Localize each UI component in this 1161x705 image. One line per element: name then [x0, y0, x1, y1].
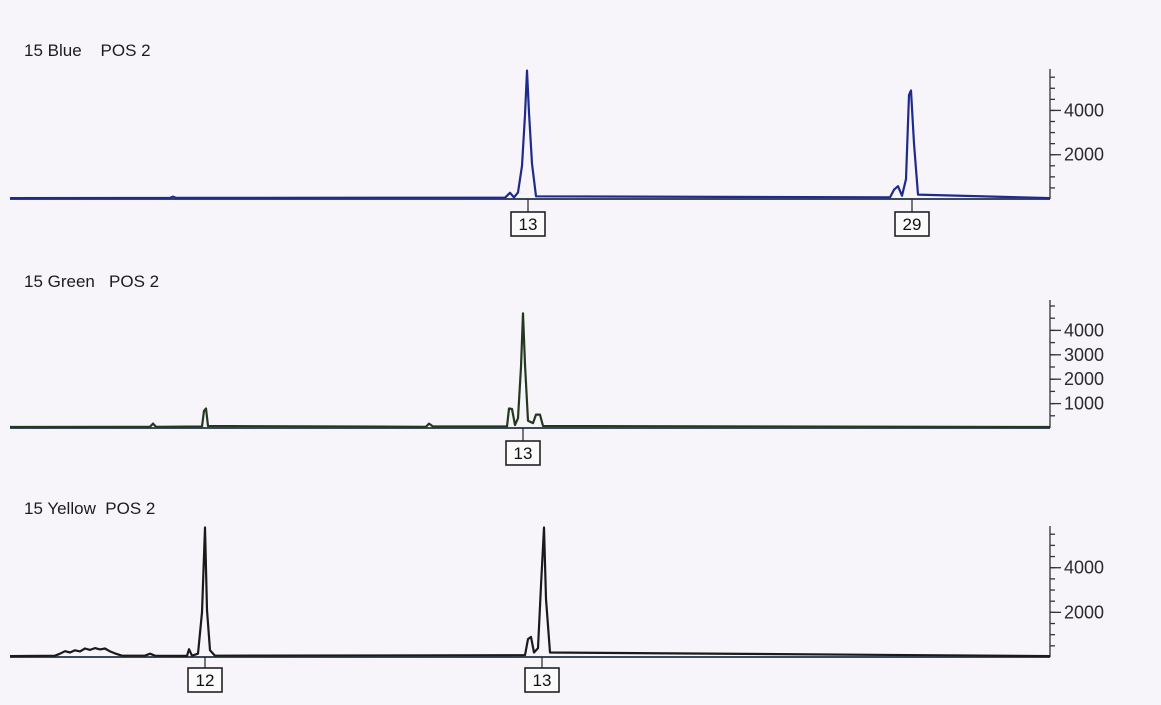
y-tick-label: 4000	[1064, 100, 1104, 120]
panel-title: 15 Blue POS 2	[24, 41, 151, 60]
allele-label: 12	[196, 671, 215, 690]
panel-title: 15 Yellow POS 2	[24, 499, 155, 518]
panel-title: 15 Green POS 2	[24, 272, 159, 291]
allele-label: 29	[903, 215, 922, 234]
y-tick-label: 4000	[1064, 558, 1104, 578]
panel-green: 15 Green POS 2	[24, 272, 159, 291]
y-tick-label: 2000	[1064, 602, 1104, 622]
panel-blue: 15 Blue POS 2	[24, 41, 151, 60]
panel-yellow: 15 Yellow POS 2	[24, 499, 155, 518]
y-tick-label: 3000	[1064, 345, 1104, 365]
allele-label: 13	[533, 671, 552, 690]
allele-label: 13	[519, 215, 538, 234]
y-tick-label: 2000	[1064, 369, 1104, 389]
y-tick-label: 2000	[1064, 145, 1104, 165]
y-tick-label: 4000	[1064, 320, 1104, 340]
allele-label: 13	[514, 444, 533, 463]
y-tick-label: 1000	[1064, 394, 1104, 414]
